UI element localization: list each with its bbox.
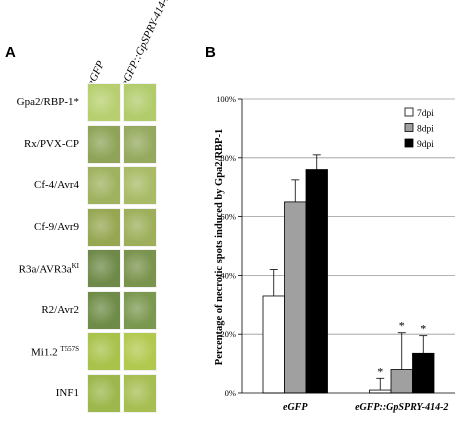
significance-marker: * (399, 319, 405, 333)
row-label: INF1 (56, 387, 79, 399)
leaf-image (123, 373, 157, 413)
row-label: R3a/AVR3aKI (19, 262, 79, 276)
y-tick-label: 60% (220, 212, 236, 222)
legend-swatch (404, 138, 414, 148)
row-label: Cf-4/Avr4 (34, 179, 79, 191)
panel-b-letter: B (205, 44, 216, 61)
leaf-image (123, 83, 157, 122)
bar (369, 389, 392, 394)
leaf-image (123, 290, 157, 330)
bar (412, 352, 435, 394)
row-label-text: Mi1.2 (30, 346, 61, 359)
chart-axes (238, 98, 455, 394)
leaf-image (87, 207, 121, 247)
row-label-text: R2/Avr2 (41, 303, 79, 316)
significance-marker: * (420, 322, 426, 336)
leaf-image (87, 290, 121, 330)
row-label: Cf-9/Avr9 (34, 221, 79, 233)
bar (305, 169, 328, 394)
bar (390, 369, 413, 394)
row-label: Rx/PVX-CP (24, 138, 79, 150)
row-label-text: Cf-9/Avr9 (33, 220, 79, 233)
x-tick-label: eGFP::GpSPRY-414-2 (355, 402, 448, 413)
row-label: Gpa2/RBP-1* (17, 96, 79, 108)
leaf-image (123, 332, 157, 371)
y-tick-label: 40% (220, 270, 236, 280)
bar (262, 295, 285, 394)
leaf-image (87, 124, 121, 164)
legend-label: 7dpi (417, 109, 434, 119)
leaf-image (123, 207, 157, 247)
leaf-image (123, 166, 157, 205)
row-label-text: Gpa2/RBP-1* (16, 96, 79, 108)
row-label-text: INF1 (55, 386, 79, 399)
leaf-image (87, 166, 121, 205)
y-tick-label: 100% (216, 94, 236, 104)
leaf-image (87, 249, 121, 288)
row-label: Mi1.2 T557S (31, 345, 79, 359)
y-axis-label: Percentage of necrotic spots induced by … (214, 129, 225, 365)
row-label-text: R3a/AVR3a (18, 263, 72, 276)
panel-a-letter: A (5, 44, 16, 61)
chart-error-bars: * * * (269, 154, 428, 391)
chart-gridlines (242, 98, 455, 335)
leaf-image (87, 83, 121, 122)
legend-swatch (404, 107, 414, 117)
x-tick-label: eGFP (283, 402, 308, 413)
row-label-superscript: T557S (60, 345, 79, 353)
row-label-text: Rx/PVX-CP (23, 137, 79, 150)
leaf-image (87, 373, 121, 413)
y-tick-label: 20% (220, 329, 236, 339)
leaf-image (123, 124, 157, 164)
y-tick-label: 0% (225, 388, 236, 398)
significance-marker: * (377, 364, 383, 378)
y-tick-labels: 0% 20% 40% 60% 80% 100% (216, 94, 236, 398)
y-tick-label: 80% (220, 153, 236, 163)
chart-legend: 7dpi 8dpi 9dpi (404, 107, 434, 150)
legend-swatch (404, 123, 414, 132)
bar (284, 201, 307, 394)
x-tick-labels: eGFP eGFP::GpSPRY-414-2 (283, 402, 448, 413)
row-label: R2/Avr2 (41, 304, 79, 316)
row-label-text: Cf-4/Avr4 (33, 179, 79, 191)
leaf-image (87, 332, 121, 371)
legend-label: 9dpi (417, 140, 434, 150)
leaf-image (123, 249, 157, 288)
legend-label: 8dpi (417, 125, 434, 135)
chart-bars (262, 169, 435, 394)
row-label-superscript: KI (71, 262, 79, 270)
